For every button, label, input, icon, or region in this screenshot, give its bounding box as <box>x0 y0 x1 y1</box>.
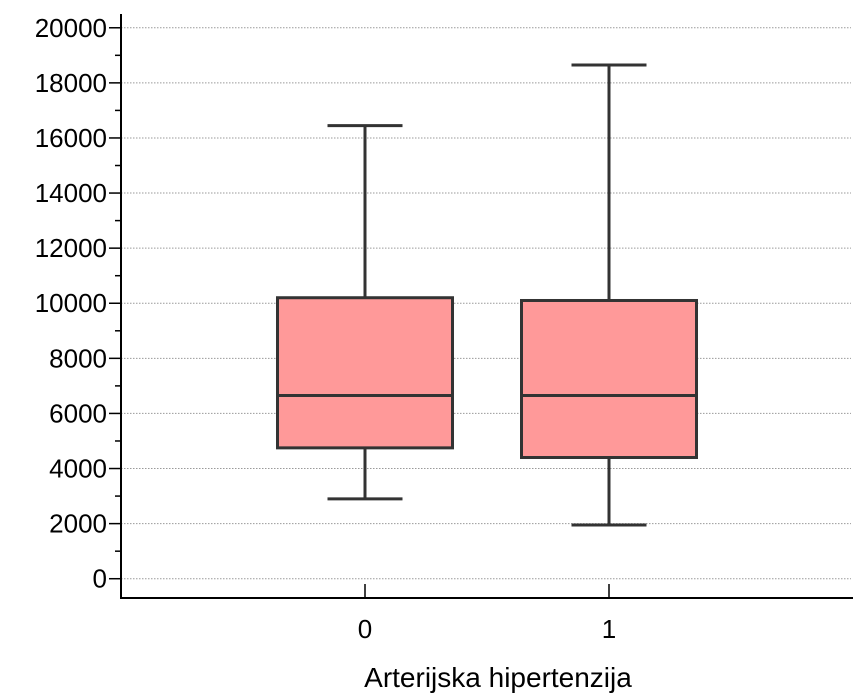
y-tick-label: 14000 <box>35 178 107 208</box>
y-tick-label: 18000 <box>35 68 107 98</box>
y-tick-label: 8000 <box>49 343 107 373</box>
x-axis-title: Arterijska hipertenzija <box>364 662 632 693</box>
y-tick-label: 4000 <box>49 454 107 484</box>
box-group-0 <box>276 124 454 501</box>
iqr-box <box>520 298 698 460</box>
y-tick-label: 12000 <box>35 233 107 263</box>
x-tick-label-1: 1 <box>602 614 616 644</box>
y-tick-label: 16000 <box>35 123 107 153</box>
y-tick-label: 10000 <box>35 288 107 318</box>
box-plot-boxes <box>276 63 698 527</box>
iqr-box <box>276 296 454 450</box>
y-tick-label: 0 <box>93 564 107 594</box>
axes <box>120 14 853 599</box>
y-tick-label: 6000 <box>49 398 107 428</box>
y-tick-label: 20000 <box>35 13 107 43</box>
x-tick-label-0: 0 <box>358 614 372 644</box>
grid-lines <box>121 27 851 580</box>
box-group-1 <box>520 63 698 527</box>
y-tick-label: 2000 <box>49 509 107 539</box>
y-axis-ticks: 0 2000 4000 6000 8000 10000 12000 14000 16000 180… <box>35 13 121 594</box>
